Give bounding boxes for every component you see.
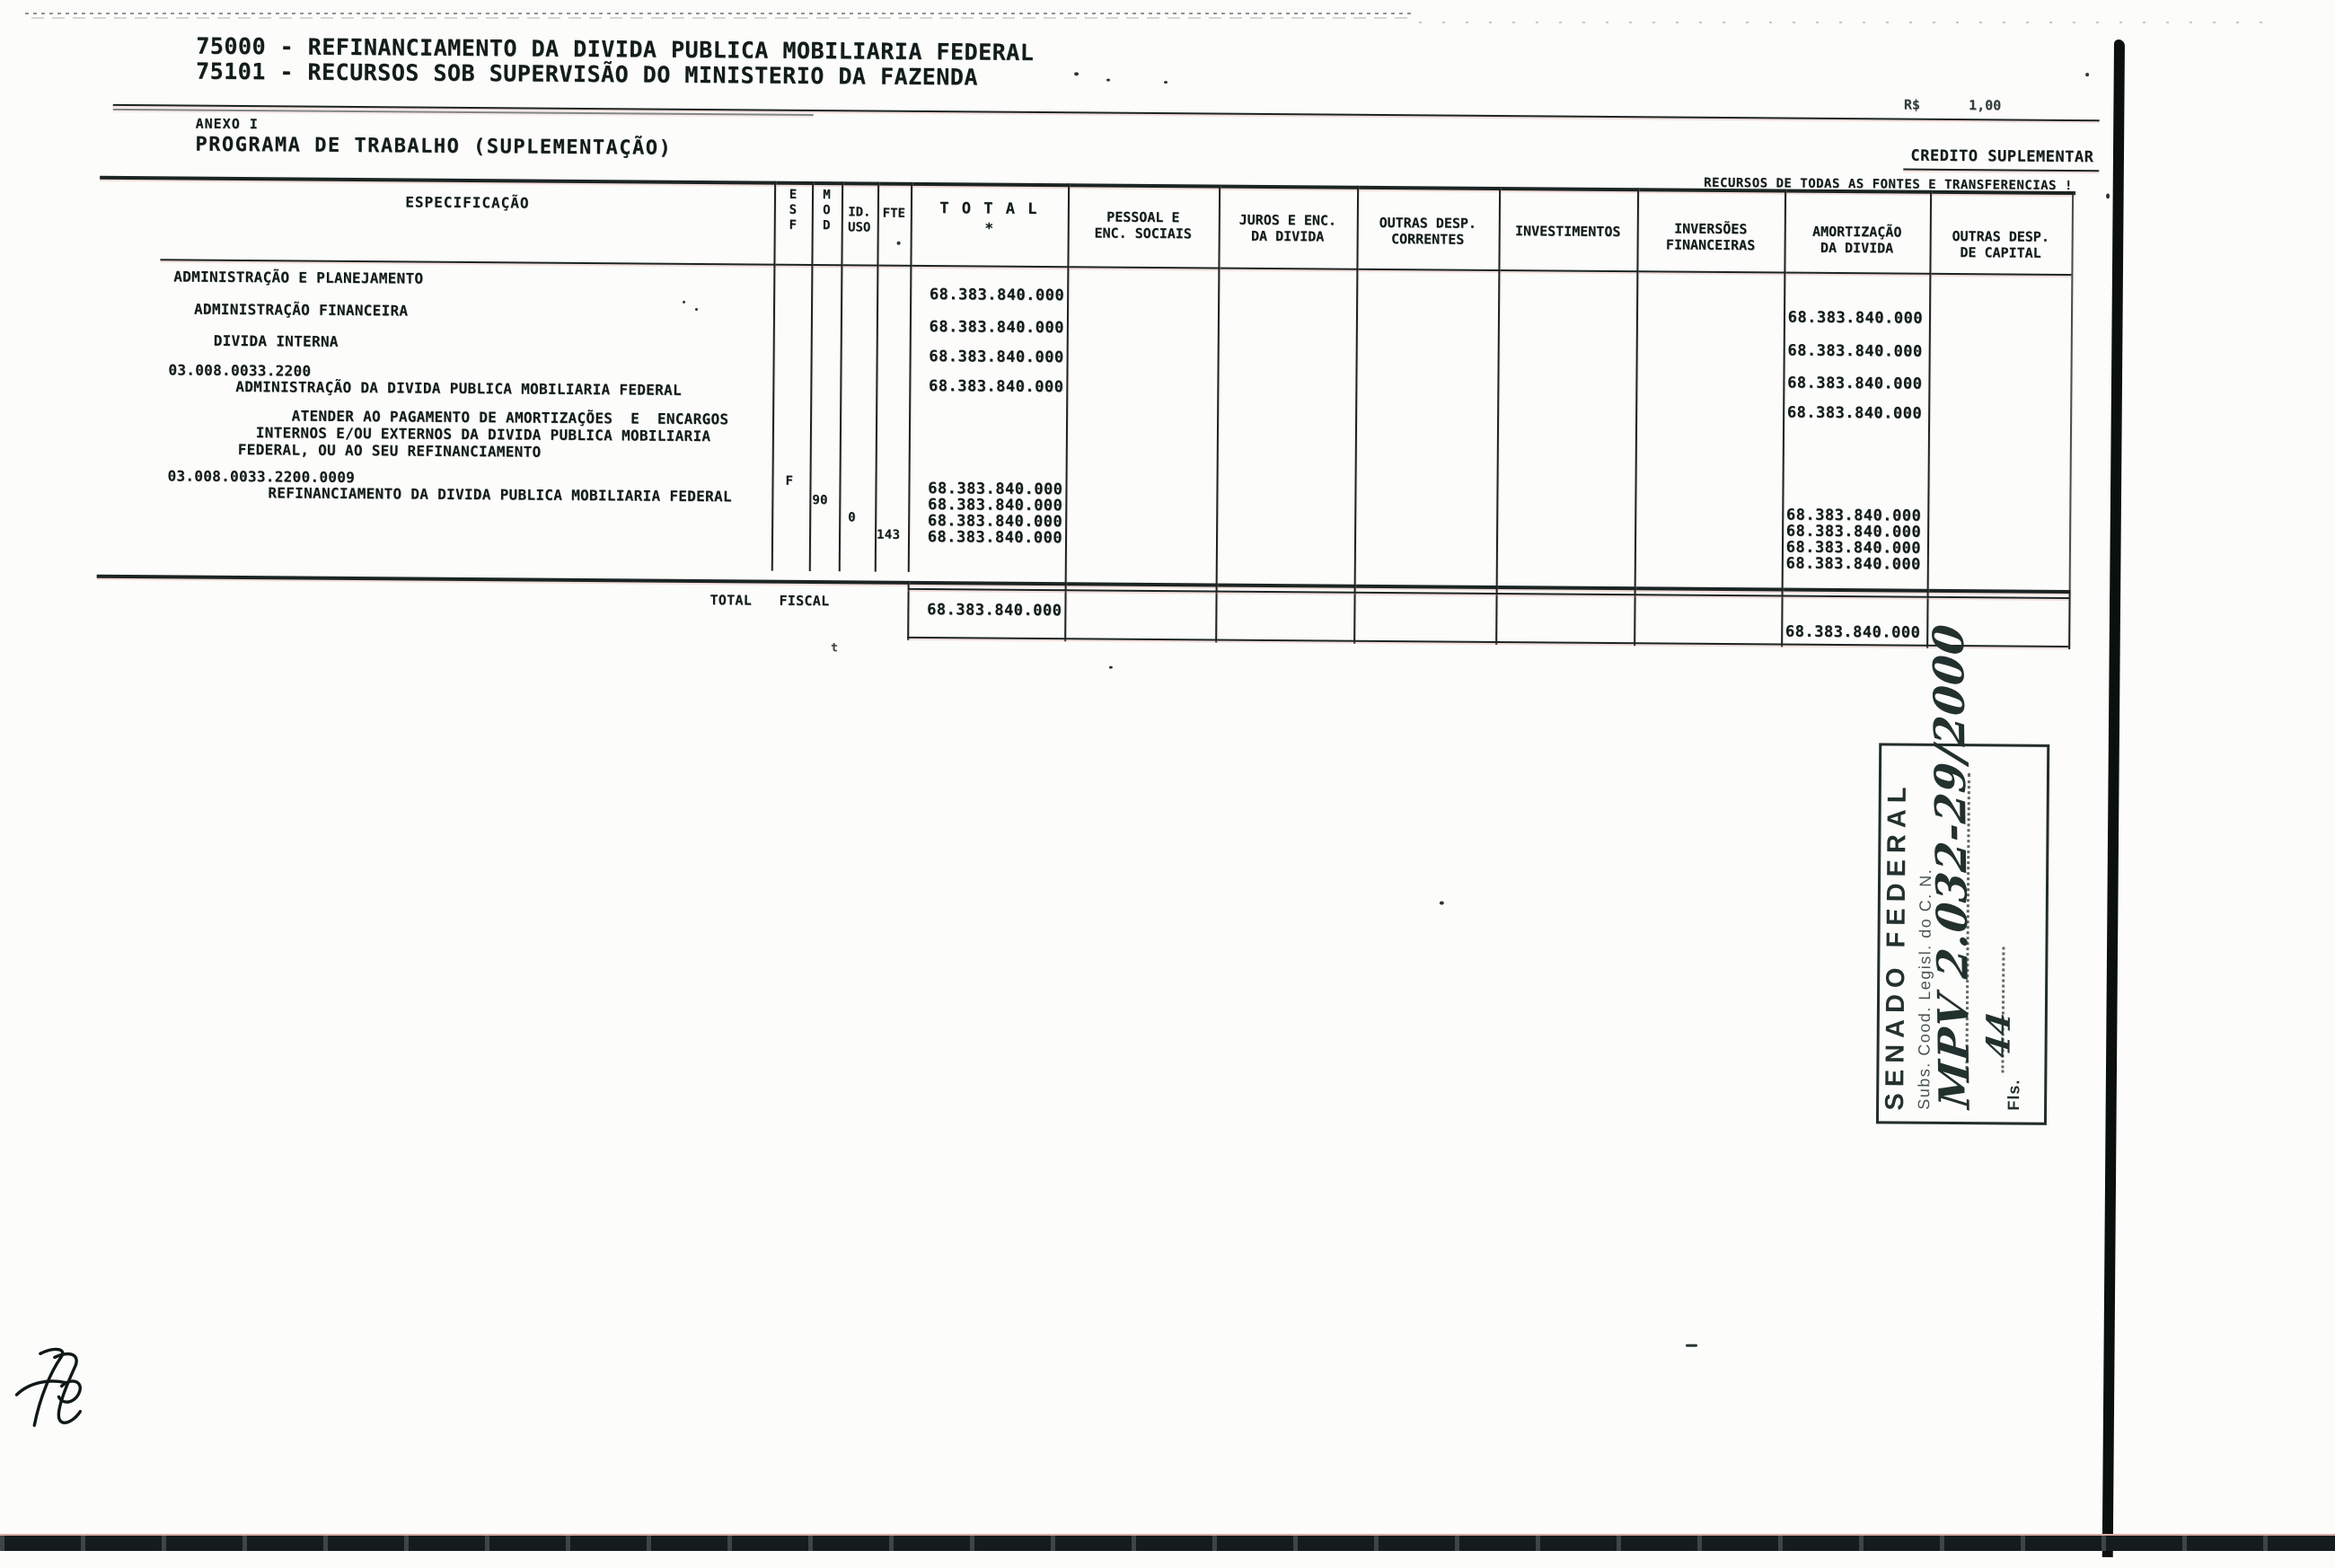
col-header-mod: M O D [822, 188, 831, 233]
detail-fte-value: 143 [876, 527, 901, 542]
col-line [838, 181, 844, 572]
anexo-label: ANEXO I [195, 115, 259, 133]
col-header-juros: JUROS E ENC. DA DIVIDA [1238, 211, 1337, 245]
scan-dash [1685, 1343, 1698, 1347]
scan-speck [695, 307, 699, 312]
scan-speck [1439, 901, 1444, 905]
col-header-id-uso: ID. USO [848, 205, 871, 235]
col-line [874, 181, 880, 572]
stamp-org-label: SENADO FEDERAL [1881, 780, 1912, 1111]
row-total-value: 68.383.840.000 [928, 377, 1064, 397]
col-header-inversoes: INVERSÕES FINANCEIRAS [1665, 220, 1756, 254]
stamp-handwritten-fls-value: 44 [1979, 1009, 2018, 1060]
row-total-value: 68.383.840.000 [929, 348, 1064, 367]
col-header-outras-capital: OUTRAS DESP. DE CAPITAL [1952, 227, 2049, 261]
scan-speck [1106, 78, 1111, 82]
stamp-fls-label: Fls. [2005, 1079, 2023, 1111]
scan-noise-band [25, 7, 1413, 22]
detail-row-label: REFINANCIAMENTO DA DIVIDA PUBLICA MOBILI… [268, 484, 732, 506]
col-header-especificacao: ESPECIFICAÇÃO [405, 193, 530, 212]
fte-footnote-dot [896, 241, 901, 245]
detail-mod-value: 90 [812, 493, 828, 508]
col-header-pessoal: PESSOAL E ENC. SOCIAIS [1094, 208, 1192, 242]
row-total-value: 68.383.840.000 [929, 286, 1065, 305]
stamp-content: SENADO FEDERAL Subs. Cood. Legisl. do C.… [1879, 621, 2047, 1122]
col-line [771, 181, 777, 571]
col-header-total: T O T A L [939, 199, 1039, 218]
handwritten-initials [14, 1347, 83, 1427]
col-header-fte: FTE [882, 206, 906, 221]
detail-id-uso-value: 0 [848, 510, 857, 525]
agency-code-line-2: 75101 - RECURSOS SOB SUPERVISÃO DO MINIS… [195, 57, 979, 91]
scan-speck [1164, 81, 1168, 84]
footer-total-label: TOTAL [709, 592, 753, 609]
col-header-esf: E S F [789, 187, 797, 233]
credit-type-label: CREDITO SUPLEMENTAR [1910, 146, 2094, 167]
scan-speck [1108, 665, 1113, 669]
row-label: ADMINISTRAÇÃO DA DIVIDA PUBLICA MOBILIAR… [235, 377, 683, 399]
stamp-handwritten-number: MPV 2.032-29/2000 [1924, 621, 1980, 1111]
detail-esf-value: F [785, 473, 794, 489]
row-amortizacao-value: 68.383.840.000 [1786, 403, 1923, 423]
row-label: DIVIDA INTERNA [213, 331, 339, 350]
footer-amortizacao-value: 68.383.840.000 [1784, 622, 1921, 642]
scan-noise-band-right [1419, 16, 2281, 29]
footer-total-value: 68.383.840.000 [927, 601, 1062, 621]
detail-amortizacao-value: 68.383.840.000 [1785, 554, 1921, 574]
row-amortizacao-value: 68.383.840.000 [1787, 308, 1924, 328]
row-amortizacao-value: 68.383.840.000 [1787, 374, 1923, 393]
credit-type-underline [1903, 168, 2100, 172]
page-title: PROGRAMA DE TRABALHO (SUPLEMENTAÇÃO) [195, 133, 673, 160]
col-header-outras-correntes: OUTRAS DESP. CORRENTES [1379, 214, 1477, 248]
scan-speck [2106, 193, 2110, 199]
detail-row-code: 03.008.0033.2200.0009 [167, 467, 356, 487]
senado-federal-stamp: SENADO FEDERAL Subs. Cood. Legisl. do C.… [1875, 621, 2050, 1125]
col-header-total-footnote: * [984, 219, 994, 237]
action-description: ATENDER AO PAGAMENTO DE AMORTIZAÇÕES E E… [237, 406, 729, 461]
scan-speck [2085, 73, 2090, 77]
footer-fiscal-label: FISCAL [779, 592, 830, 610]
col-header-amortizacao: AMORTIZAÇÃO DA DIVIDA [1811, 223, 1902, 257]
col-line [808, 181, 815, 572]
scan-speck [1074, 72, 1079, 76]
footer-stray-mark: t [831, 641, 839, 656]
row-label: ADMINISTRAÇÃO FINANCEIRA [193, 300, 409, 320]
col-line [1215, 184, 1221, 584]
row-amortizacao-value: 68.383.840.000 [1787, 341, 1923, 361]
col-header-investimentos: INVESTIMENTOS [1514, 223, 1621, 241]
row-code: 03.008.0033.2200 [168, 361, 312, 380]
detail-total-value: 68.383.840.000 [927, 528, 1063, 548]
col-line [1064, 183, 1071, 583]
header-rule [112, 103, 2100, 122]
row-label: ADMINISTRAÇÃO E PLANEJAMENTO [173, 268, 424, 287]
scan-speck [683, 300, 686, 304]
scan-bottom-band [0, 1534, 2335, 1551]
currency-note: R$ 1,00 [1903, 96, 2002, 114]
row-total-value: 68.383.840.000 [929, 318, 1064, 338]
